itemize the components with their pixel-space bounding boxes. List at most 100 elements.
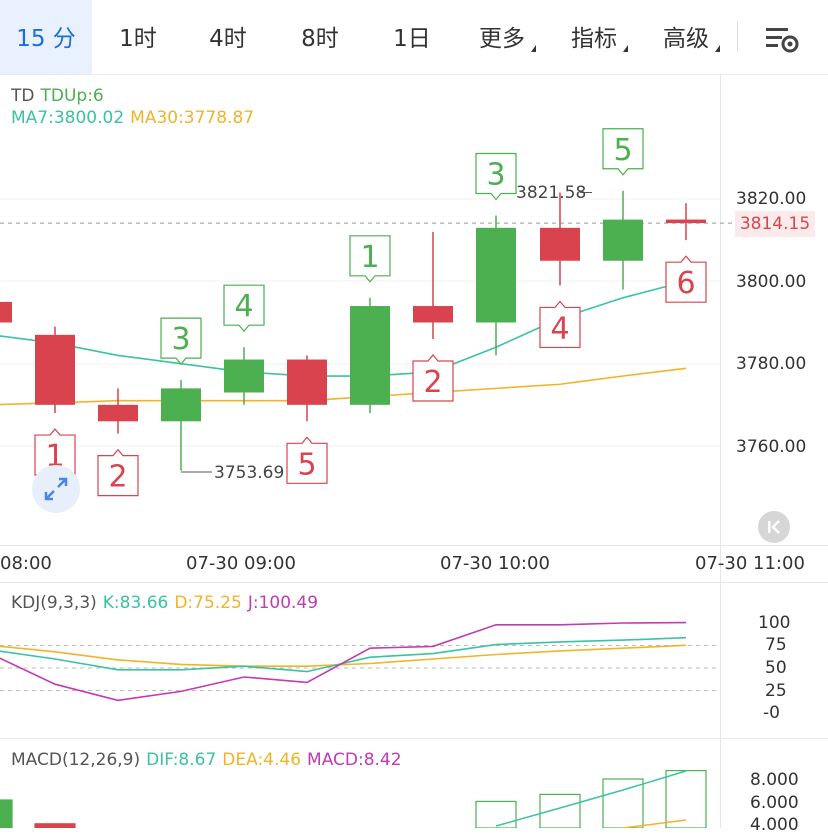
time-axis-label: 08:00 (0, 553, 52, 574)
kdj-label: KDJ(9,3,3) (11, 593, 97, 613)
kdj-j-line (0, 621, 687, 702)
macd-top-divider (0, 738, 828, 739)
td-count-label: 6 (676, 266, 695, 301)
main-legend-row1: TD TDUp:6 (11, 86, 110, 106)
high-price-label: 3821.58 (516, 183, 587, 203)
kdj-k-value: K:83.66 (102, 593, 169, 613)
td-marker (286, 436, 328, 484)
td-count-label: 3 (486, 157, 505, 192)
tab-label: 4时 (209, 26, 247, 52)
expand-chart-button[interactable] (32, 465, 80, 513)
ma30-line (0, 367, 687, 406)
chart-settings-icon[interactable] (764, 24, 800, 54)
macd-dea-line (622, 819, 687, 828)
td-count-label: 2 (108, 460, 127, 495)
td-marker (602, 128, 644, 176)
kdj-axis-label: 25 (765, 681, 787, 701)
td-count-label: 3 (171, 322, 190, 357)
macd-axis-label: 8.000 (750, 770, 799, 790)
candle-body (0, 301, 12, 323)
low-price-label: 3753.69 (214, 463, 285, 483)
kdj-axis-label: 75 (765, 635, 787, 655)
td-marker (665, 255, 707, 303)
macd-histogram-bar (0, 799, 13, 828)
candle-body (35, 334, 75, 405)
tab-label: 更多 (479, 26, 525, 52)
ma7-line (0, 280, 687, 377)
td-marker (475, 152, 517, 201)
kdj-j-value: J:100.49 (247, 593, 319, 613)
macd-histogram-bar (602, 778, 644, 828)
time-axis-label: 07-30 09:00 (186, 553, 296, 574)
td-marker (349, 235, 391, 283)
macd-legend: MACD(12,26,9) DIF:8.67 DEA:4.46 MACD:8.42 (11, 750, 408, 770)
candle-body (98, 404, 138, 422)
kdj-axis-label: 50 (765, 658, 787, 678)
tab-advanced[interactable]: 高级 (654, 0, 720, 74)
candle-body (603, 219, 643, 261)
candle-body (161, 388, 201, 422)
td-count-label: 2 (423, 365, 442, 400)
candle-body (666, 219, 706, 224)
candle-body (476, 227, 516, 323)
kdj-axis-label: 100 (758, 613, 791, 633)
macd-histogram-bar (539, 793, 581, 828)
price-axis-label: 3820.00 (736, 189, 807, 209)
ma30-value: MA30:3778.87 (130, 108, 255, 128)
td-marker (160, 317, 202, 366)
macd-axis-label: 4.000 (750, 815, 799, 835)
macd-hist-value: MACD:8.42 (307, 750, 402, 770)
candle-body (287, 359, 327, 405)
tab-4h[interactable]: 4时 (186, 0, 270, 74)
kdj-d-value: D:75.25 (174, 593, 242, 613)
tab-label: 15 分 (16, 26, 76, 52)
current-price-badge: 3814.15 (735, 211, 815, 237)
td-marker (539, 300, 581, 349)
macd-histogram-bar (34, 823, 76, 828)
td-marker (223, 284, 265, 333)
macd-histogram-bar (665, 769, 707, 828)
candle-body (224, 359, 264, 393)
back-to-latest-icon (768, 520, 780, 534)
td-count-label: 4 (234, 289, 253, 324)
tab-indicators[interactable]: 指标 (562, 0, 628, 74)
tab-1h[interactable]: 1时 (96, 0, 180, 74)
td-indicator-label: TD (11, 86, 35, 106)
kdj-k-line (0, 636, 687, 673)
macd-dea-value: DEA:4.46 (222, 750, 302, 770)
tab-label: 高级 (663, 26, 709, 52)
ma7-value: MA7:3800.02 (11, 108, 125, 128)
price-axis-label: 3800.00 (736, 272, 807, 292)
kdj-legend: KDJ(9,3,3) K:83.66 D:75.25 J:100.49 (11, 593, 324, 613)
tab-more[interactable]: 更多 (470, 0, 536, 74)
timeframe-tab-bar: 15 分 1时 4时 8时 1日 更多 指标 高级 (0, 0, 828, 75)
dropdown-triangle-icon (623, 45, 628, 52)
main-bottom-divider (0, 545, 828, 546)
td-marker (412, 354, 454, 402)
macd-dif-value: DIF:8.67 (146, 750, 217, 770)
tab-1d[interactable]: 1日 (370, 0, 454, 74)
candle-body (413, 306, 453, 323)
kdj-top-divider (0, 582, 828, 583)
td-count-label: 5 (297, 447, 316, 482)
tab-divider (737, 22, 738, 52)
time-axis-label: 07-30 11:00 (695, 553, 805, 574)
price-axis-divider (720, 74, 721, 828)
td-marker (97, 448, 139, 497)
expand-icon (44, 477, 68, 501)
dropdown-triangle-icon (531, 45, 536, 52)
candle-body (540, 227, 580, 261)
dropdown-triangle-icon (715, 45, 720, 52)
price-axis-label: 3780.00 (736, 354, 807, 374)
td-up-value: TDUp:6 (40, 86, 104, 106)
tab-15min[interactable]: 15 分 (0, 0, 92, 74)
macd-dif-line (495, 770, 687, 827)
tab-8h[interactable]: 8时 (278, 0, 362, 74)
macd-label: MACD(12,26,9) (11, 750, 141, 770)
back-to-latest-button[interactable] (758, 511, 790, 543)
tab-label: 8时 (301, 26, 339, 52)
tab-label: 1时 (119, 26, 157, 52)
tab-label: 指标 (571, 26, 617, 52)
candle-body (350, 306, 390, 405)
